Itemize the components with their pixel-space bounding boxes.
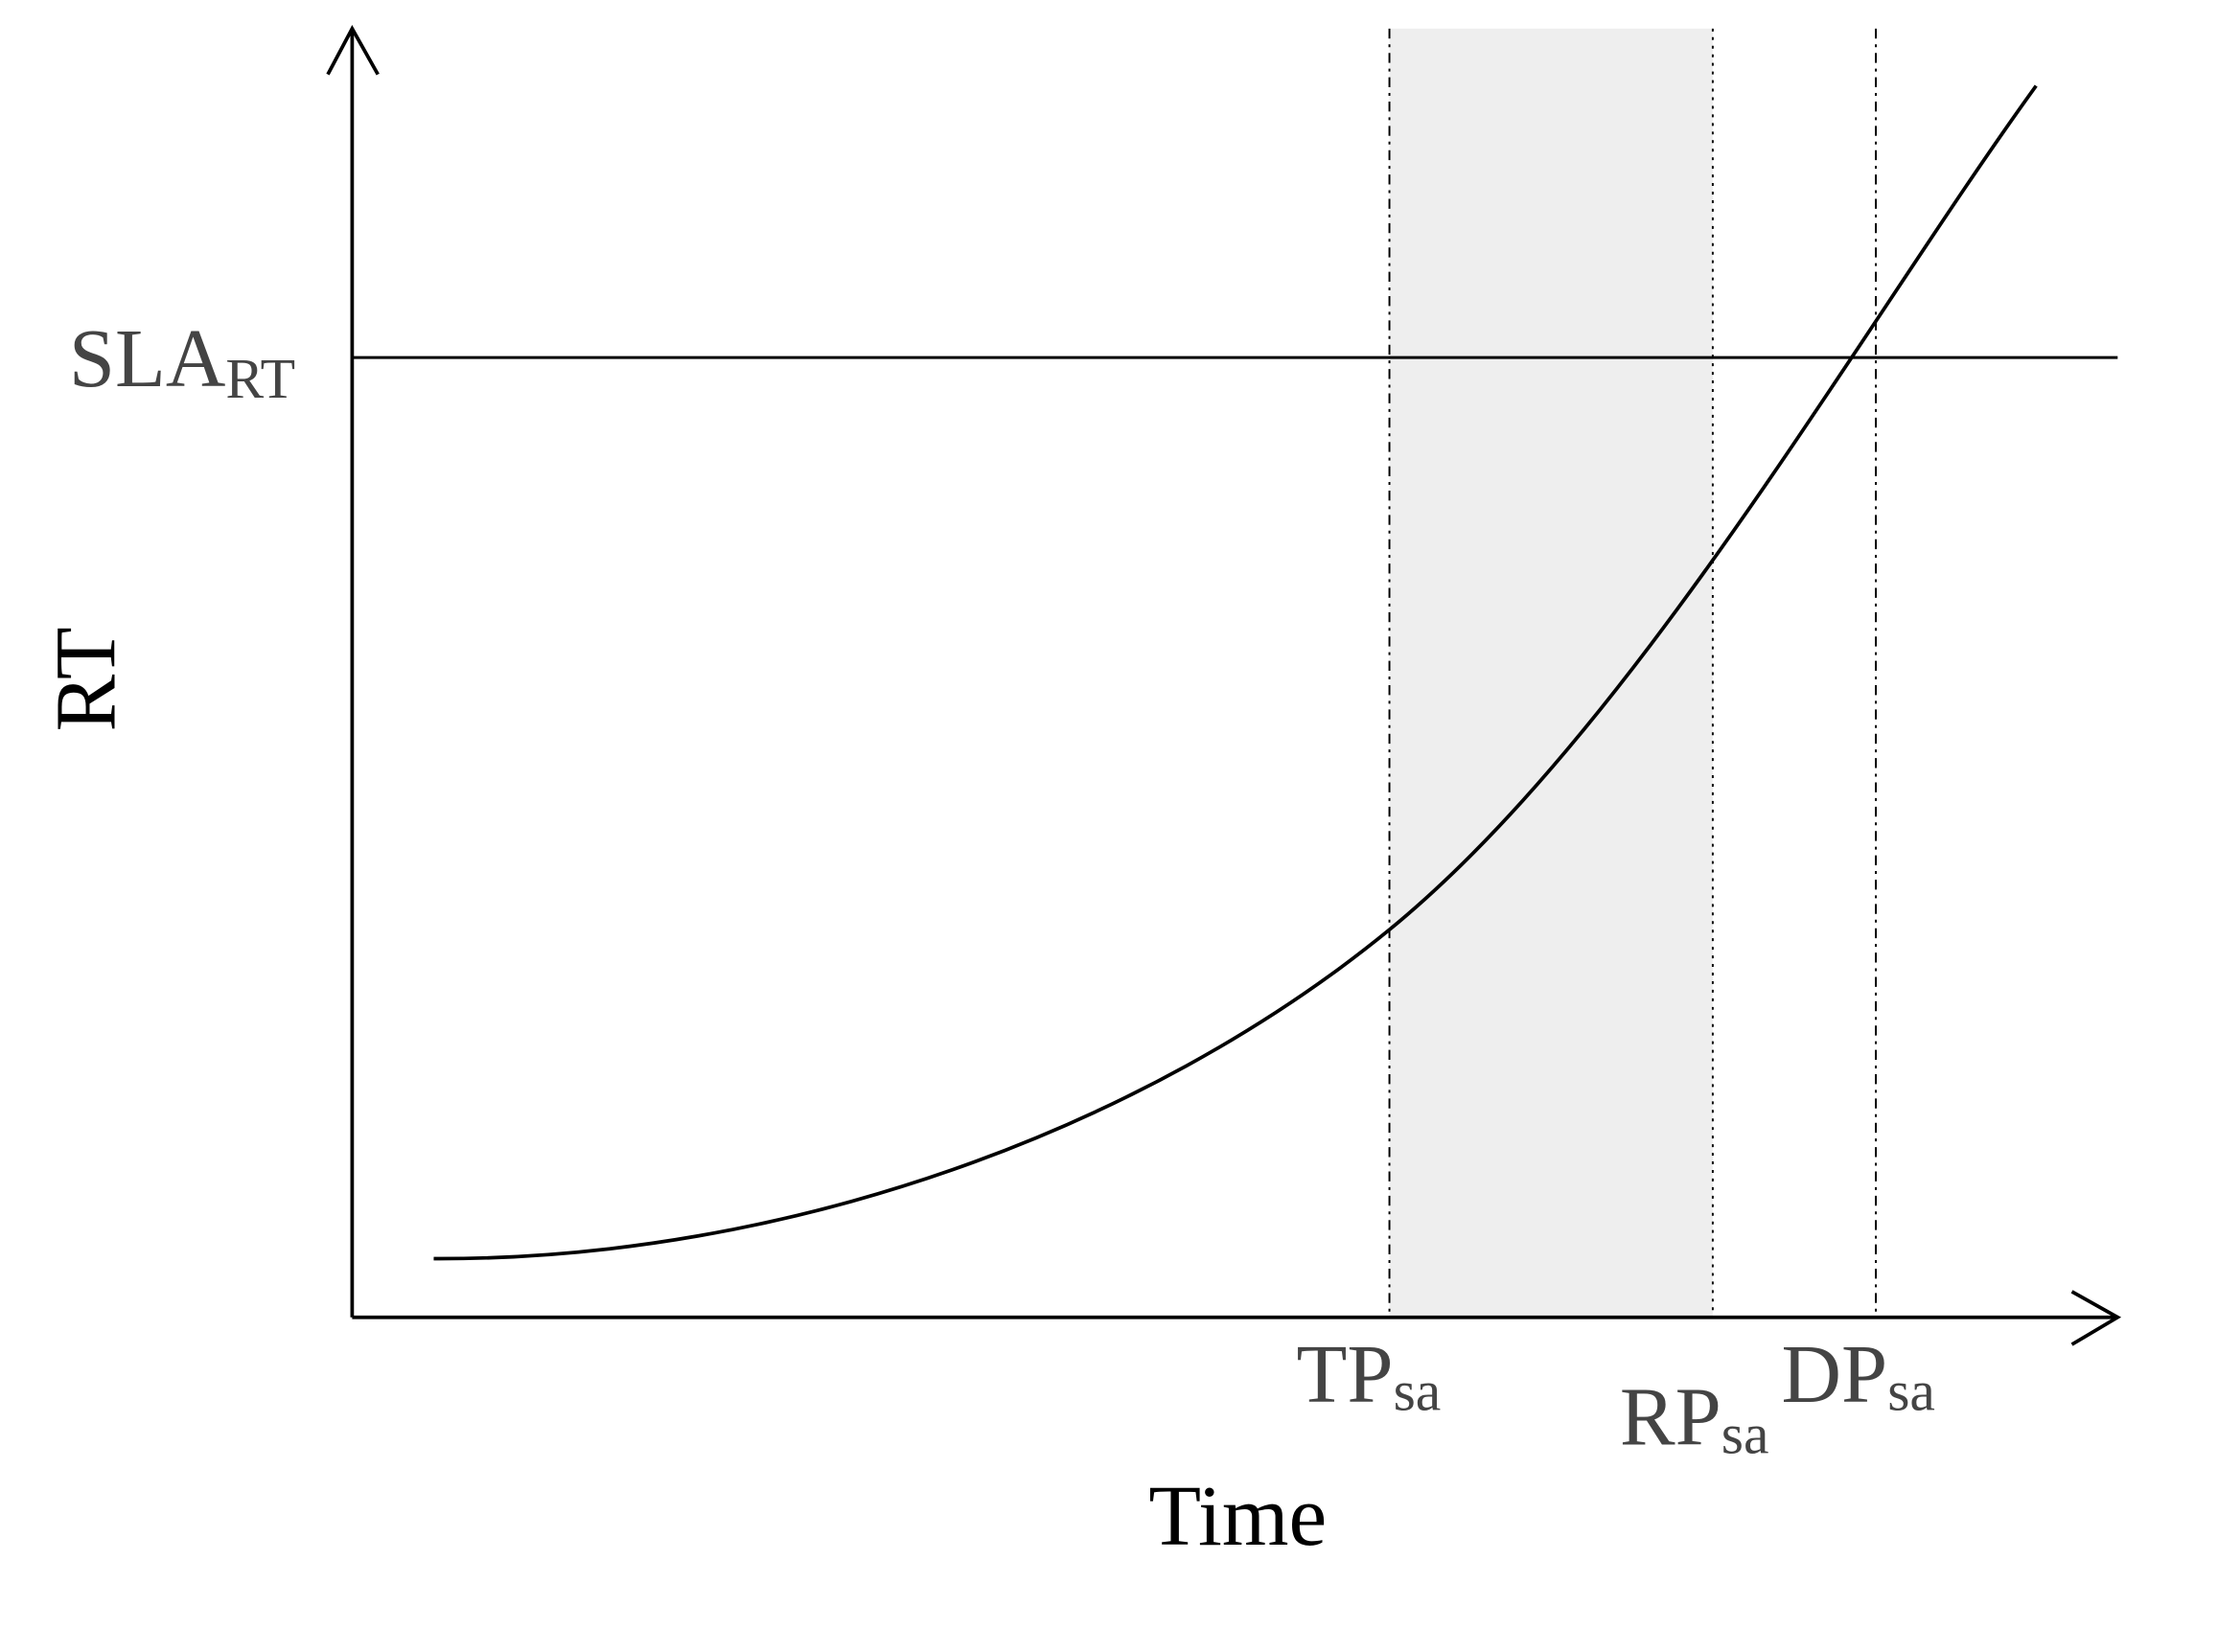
marker-subscript: sa [1721, 1403, 1769, 1466]
threshold-name: SLA [69, 312, 226, 404]
x-arrow [2070, 1290, 2122, 1346]
rt-curve [433, 84, 2038, 1261]
marker-label: TPsa [1297, 1328, 1442, 1423]
axes [326, 24, 2122, 1346]
x-axis-label: Time [1148, 1469, 1327, 1564]
shaded-region [1389, 28, 1713, 1318]
marker-subscript: sa [1887, 1360, 1935, 1423]
marker-name: DP [1782, 1328, 1888, 1420]
marker-subscript: sa [1394, 1360, 1442, 1423]
y-arrow [326, 24, 380, 76]
marker-name: RP [1620, 1371, 1721, 1463]
y-axis-label: RT [39, 627, 134, 731]
marker-label: DPsa [1782, 1328, 1935, 1423]
threshold-subscript: RT [225, 347, 295, 410]
threshold-label: SLART [69, 312, 295, 410]
marker-label: RPsa [1620, 1371, 1769, 1466]
marker-name: TP [1297, 1328, 1394, 1420]
